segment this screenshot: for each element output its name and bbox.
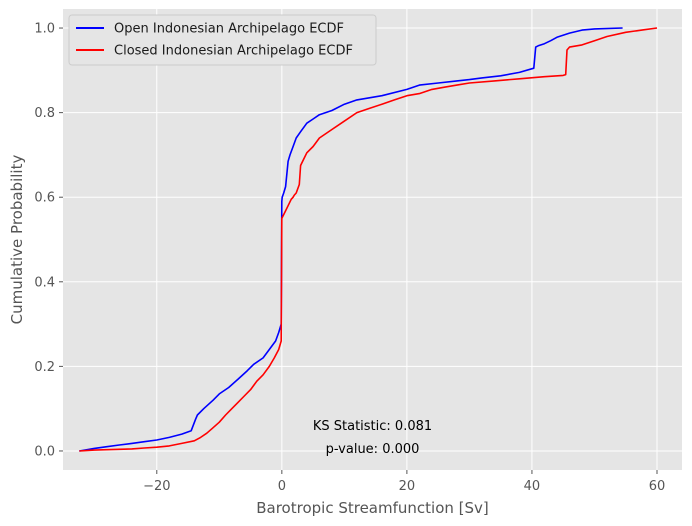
legend-label-open: Open Indonesian Archipelago ECDF bbox=[114, 22, 344, 37]
y-tick-label: 1.0 bbox=[34, 22, 55, 37]
y-tick-label: 0.8 bbox=[34, 106, 55, 121]
legend-label-closed: Closed Indonesian Archipelago ECDF bbox=[114, 44, 353, 59]
y-tick-label: 0.4 bbox=[34, 275, 55, 290]
x-tick-label: 20 bbox=[399, 479, 416, 494]
y-axis-label: Cumulative Probability bbox=[8, 155, 26, 325]
legend: Open Indonesian Archipelago ECDF Closed … bbox=[68, 14, 377, 66]
ks-statistic-annotation: KS Statistic: 0.081 bbox=[313, 419, 432, 434]
p-value-annotation: p-value: 0.000 bbox=[326, 442, 420, 457]
open-archipelago-ecdf-line bbox=[79, 27, 623, 452]
x-axis-label: Barotropic Streamfunction [Sv] bbox=[256, 499, 489, 517]
x-tick-label: −20 bbox=[143, 479, 170, 494]
closed-archipelago-ecdf-line bbox=[79, 27, 658, 452]
y-tick-label: 0.6 bbox=[34, 191, 55, 206]
series-lines bbox=[79, 27, 658, 452]
y-tick-label: 0.2 bbox=[34, 360, 55, 375]
x-tick-label: 60 bbox=[649, 479, 666, 494]
y-tick-label: 0.0 bbox=[34, 444, 55, 459]
legend-box bbox=[68, 14, 377, 66]
x-tick-label: 40 bbox=[524, 479, 541, 494]
x-tick-label: 0 bbox=[278, 479, 286, 494]
plot-background bbox=[63, 9, 682, 470]
ticks: −20 0 20 40 60 0.0 0.2 0.4 0.6 0.8 1.0 bbox=[34, 22, 665, 494]
